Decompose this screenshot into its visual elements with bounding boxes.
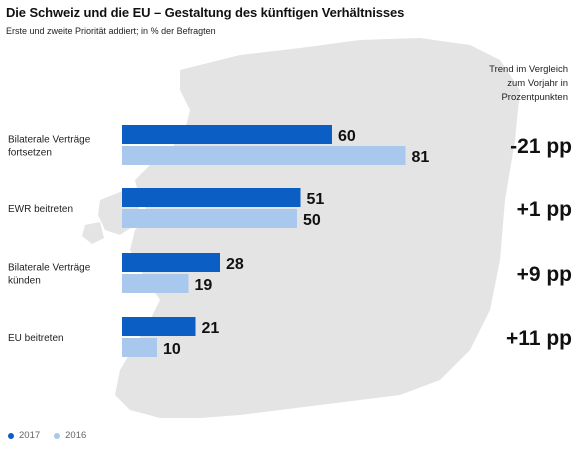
bar-2017 (122, 253, 220, 272)
bar-2016 (122, 146, 406, 165)
chart-subtitle: Erste und zweite Priorität addiert; in %… (6, 26, 216, 36)
legend-swatch-2016 (54, 432, 61, 439)
data-label-2017: 51 (307, 191, 325, 208)
legend-item-2017: 2017 (8, 430, 40, 441)
trend-header-line: Prozentpunkten (501, 92, 568, 103)
bar-2017 (122, 125, 332, 144)
data-label-2016: 81 (412, 149, 430, 166)
category-label: Bilaterale Verträge künden (8, 263, 91, 287)
chart-title: Die Schweiz und die EU – Gestaltung des … (6, 5, 405, 20)
legend-item-2016: 2016 (54, 430, 86, 441)
data-label-2016: 50 (303, 212, 321, 229)
category-label: EWR beitreten (8, 204, 73, 215)
legend: 2017 2016 (8, 430, 86, 441)
bar-2016 (122, 274, 189, 293)
bar-2016 (122, 338, 157, 357)
legend-swatch-2017 (8, 432, 14, 439)
legend-label-2017: 2017 (19, 430, 41, 441)
data-label-2017: 60 (338, 128, 356, 145)
data-label-2016: 19 (195, 277, 213, 294)
trend-header-line: zum Vorjahr in (507, 78, 568, 89)
trend-value: -21 pp (510, 135, 572, 158)
legend-label-2016: 2016 (65, 430, 87, 441)
category-label: EU beitreten (8, 333, 64, 344)
category-label: Bilaterale Verträge fortsetzen (8, 135, 91, 159)
data-label-2017: 21 (202, 320, 220, 337)
data-label-2016: 10 (163, 341, 181, 358)
bar-2016 (122, 209, 297, 228)
trend-value: +1 pp (517, 198, 572, 221)
trend-header: Trend im Vergleich zum Vorjahr in Prozen… (448, 63, 568, 105)
trend-header-line: Trend im Vergleich (489, 64, 568, 75)
data-label-2017: 28 (226, 256, 244, 273)
bar-2017 (122, 188, 301, 207)
bar-2017 (122, 317, 196, 336)
trend-value: +11 pp (506, 327, 572, 350)
trend-value: +9 pp (517, 263, 572, 286)
